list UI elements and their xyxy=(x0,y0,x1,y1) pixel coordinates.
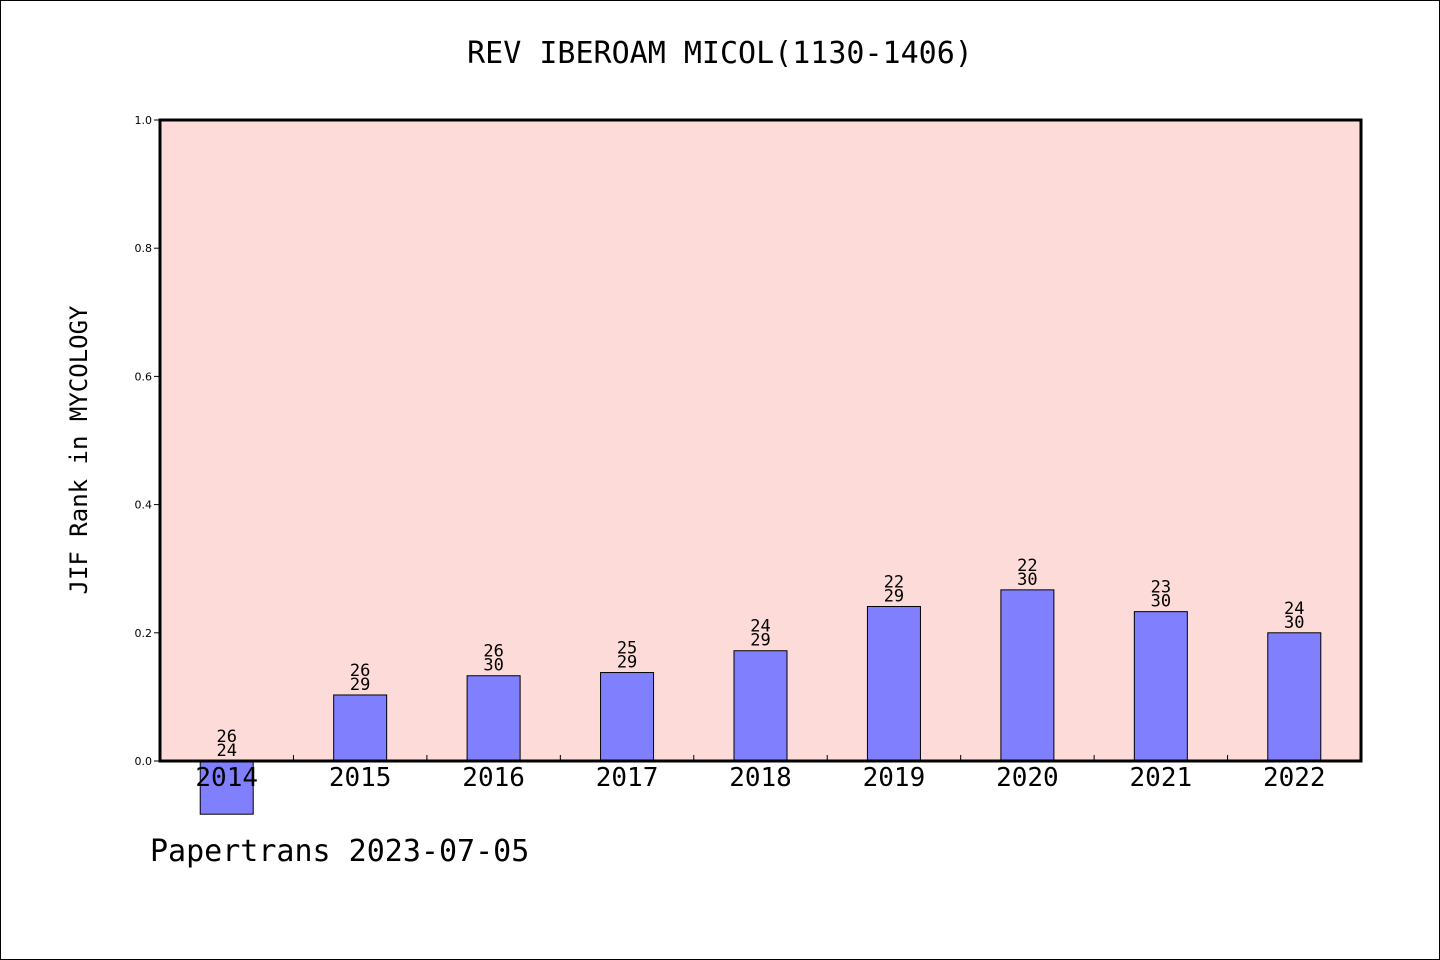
bar xyxy=(1133,611,1188,762)
x-tick-label: 2019 xyxy=(863,763,926,793)
x-tick-label: 2022 xyxy=(1263,763,1326,793)
bar-label-bottom: 30 xyxy=(1284,613,1304,633)
bar-label-top: 23 xyxy=(1151,578,1171,598)
bar xyxy=(733,650,788,762)
y-tick-label: 0.0 xyxy=(135,755,153,768)
bar-label-bottom: 29 xyxy=(884,587,904,607)
y-tick-label: 0.8 xyxy=(135,242,153,255)
bar-label-top: 26 xyxy=(216,727,236,747)
footer-credit: Papertrans 2023-07-05 xyxy=(150,834,530,869)
y-tick-label: 0.6 xyxy=(135,370,153,383)
bar-label-top: 24 xyxy=(1284,599,1304,619)
bar xyxy=(199,760,254,815)
bar-label-bottom: 30 xyxy=(1017,570,1037,590)
bar-label-top: 25 xyxy=(617,639,637,659)
x-tick-label: 2014 xyxy=(195,763,258,793)
bar-label-bottom: 24 xyxy=(216,741,236,761)
plot-border xyxy=(158,118,1363,763)
bar-label-bottom: 29 xyxy=(617,653,637,673)
bar xyxy=(1000,589,1055,762)
x-tick-label: 2021 xyxy=(1130,763,1193,793)
bar-label-top: 24 xyxy=(750,617,770,637)
bar-label-bottom: 29 xyxy=(750,631,770,651)
bar-label-top: 22 xyxy=(1017,556,1037,576)
y-tick-label: 1.0 xyxy=(135,114,153,127)
x-tick-label: 2020 xyxy=(996,763,1059,793)
bar xyxy=(866,606,921,762)
x-tick-label: 2015 xyxy=(329,763,392,793)
bar-label-bottom: 30 xyxy=(483,656,503,676)
bar xyxy=(333,694,388,762)
bar-label-bottom: 30 xyxy=(1151,592,1171,612)
bar-label-top: 26 xyxy=(350,661,370,681)
bar-label-top: 22 xyxy=(884,573,904,593)
bar xyxy=(600,672,655,762)
chart-title: REV IBEROAM MICOL(1130-1406) xyxy=(467,36,973,71)
x-tick-label: 2018 xyxy=(729,763,792,793)
bar-label-top: 26 xyxy=(483,642,503,662)
bar xyxy=(1267,632,1322,762)
y-tick-label: 0.4 xyxy=(135,499,153,512)
x-tick-label: 2016 xyxy=(462,763,525,793)
x-tick-label: 2017 xyxy=(596,763,659,793)
y-tick-label: 0.2 xyxy=(135,627,153,640)
bar-label-bottom: 29 xyxy=(350,675,370,695)
bar xyxy=(466,675,521,762)
